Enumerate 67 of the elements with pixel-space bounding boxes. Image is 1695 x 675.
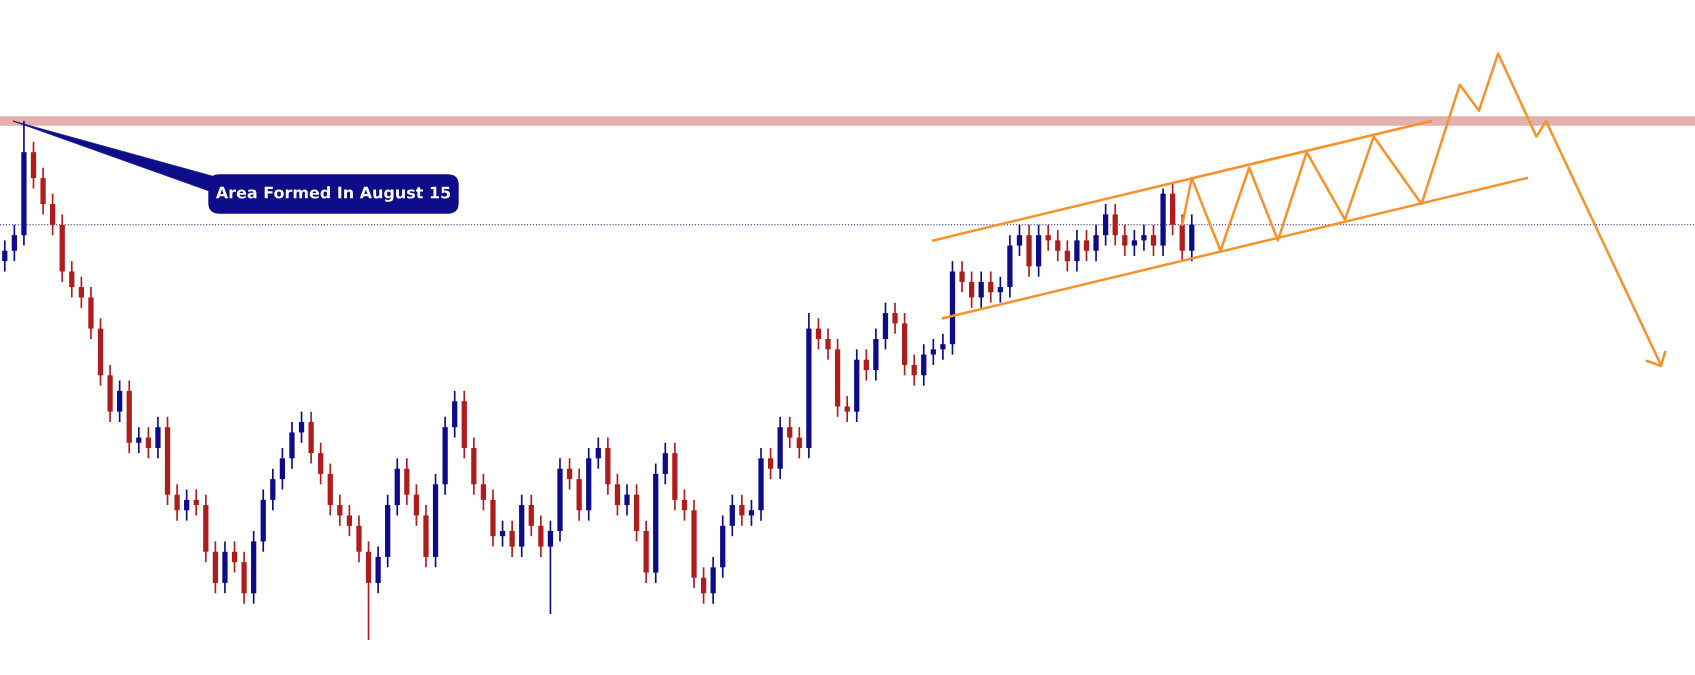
candlestick xyxy=(595,436,601,470)
candlestick xyxy=(1093,223,1099,262)
annotation: Area Formed In August 15 xyxy=(215,186,451,202)
candlestick xyxy=(298,410,305,444)
candlestick xyxy=(1131,229,1137,257)
candlestick xyxy=(844,395,850,423)
candlestick xyxy=(547,519,554,615)
candlestick xyxy=(988,270,994,304)
candlestick xyxy=(815,317,822,351)
candlestick xyxy=(538,514,544,558)
candlestick xyxy=(700,566,707,605)
candlestick xyxy=(911,353,917,387)
candlestick xyxy=(739,493,745,527)
candlestick xyxy=(997,275,1003,304)
candlestick xyxy=(318,441,324,486)
candlestick xyxy=(279,447,286,491)
candlestick xyxy=(231,540,238,574)
candlestick xyxy=(940,332,946,361)
candlestick xyxy=(528,493,534,538)
candlestick xyxy=(509,519,515,558)
candlestick xyxy=(729,493,735,538)
candlestick xyxy=(337,493,343,527)
candlestick xyxy=(1122,223,1128,257)
candlestick xyxy=(346,504,353,538)
candlestick xyxy=(480,473,487,512)
candlestick xyxy=(174,483,180,522)
candlestick xyxy=(1083,229,1090,262)
candlestick xyxy=(11,223,17,262)
candlestick xyxy=(136,426,142,454)
candlestick xyxy=(1045,223,1051,252)
candlestick xyxy=(1103,203,1109,247)
candlestick xyxy=(78,275,84,309)
candlestick xyxy=(787,415,793,449)
candlestick xyxy=(117,379,123,423)
candlestick xyxy=(1074,229,1080,273)
candlestick xyxy=(624,483,630,517)
candlestick xyxy=(892,301,898,335)
candlestick xyxy=(863,348,869,382)
candlestick xyxy=(681,488,688,522)
candlestick xyxy=(1150,223,1157,257)
candlestick xyxy=(1016,223,1023,257)
candlestick xyxy=(50,192,56,237)
candlestick xyxy=(968,270,975,309)
candlestick xyxy=(1112,203,1118,247)
candlestick xyxy=(978,270,984,309)
candlestick xyxy=(921,343,927,387)
candlestick xyxy=(2,239,8,273)
candlestick xyxy=(184,488,190,522)
candlestick xyxy=(1064,239,1070,273)
candlestick xyxy=(959,260,965,294)
candlestick xyxy=(413,483,420,527)
candlestick xyxy=(566,457,573,491)
candlestick xyxy=(748,499,755,527)
candlestick xyxy=(1055,229,1061,262)
candlestick xyxy=(796,426,802,460)
candlestick xyxy=(69,260,75,299)
candlestick xyxy=(662,441,668,486)
candlestick xyxy=(767,447,774,480)
candlestick xyxy=(145,426,152,460)
candlestick xyxy=(825,327,831,361)
candlestick xyxy=(193,488,199,517)
candlestick xyxy=(270,467,276,512)
candlestick xyxy=(499,519,506,548)
candlestick xyxy=(1141,223,1147,252)
candlestick xyxy=(614,473,621,517)
candlestick xyxy=(155,415,161,460)
candlestick xyxy=(930,338,936,366)
